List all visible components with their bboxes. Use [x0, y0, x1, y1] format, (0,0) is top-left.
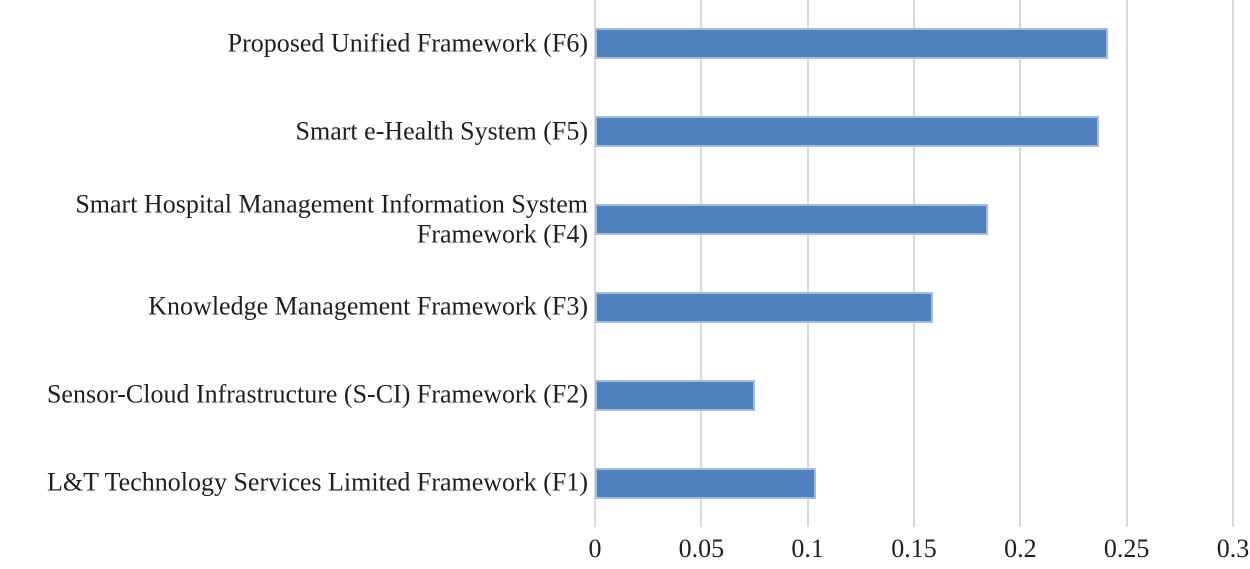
gridline [1232, 0, 1234, 527]
gridline [1019, 0, 1022, 527]
category-label: Proposed Unified Framework (F6) [227, 28, 588, 58]
category-label: Sensor-Cloud Infrastructure (S-CI) Frame… [46, 379, 588, 409]
bar [595, 28, 1108, 60]
gridline [594, 0, 596, 527]
category-label: L&T Technology Services Limited Framewor… [47, 467, 588, 497]
x-tick-label: 0.25 [1103, 534, 1150, 563]
x-tick-label: 0.1 [791, 534, 824, 563]
bar [595, 467, 817, 499]
gridline [913, 0, 915, 527]
bar [595, 204, 989, 236]
category-label: Smart Hospital Management Information Sy… [75, 188, 588, 249]
x-tick-label: 0 [588, 534, 602, 563]
x-tick-label: 0.3 [1216, 534, 1250, 563]
gridline [806, 0, 809, 527]
gridline [700, 0, 703, 527]
bar [595, 116, 1100, 148]
category-label: Knowledge Management Framework (F3) [148, 292, 588, 322]
x-tick-label: 0.15 [891, 534, 937, 563]
bar [595, 291, 934, 323]
x-tick-label: 0.2 [1004, 534, 1037, 563]
bar [595, 379, 755, 411]
x-tick-label: 0.05 [678, 534, 725, 563]
category-label: Smart e-Health System (F5) [295, 116, 588, 146]
gridline [1125, 0, 1128, 527]
